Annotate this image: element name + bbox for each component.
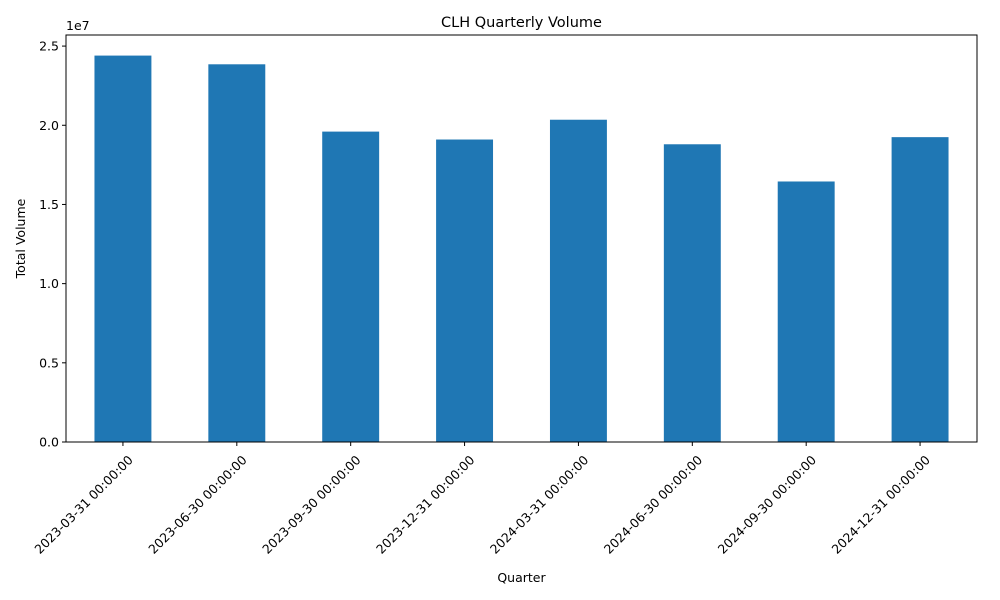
x-tick-label: 2023-09-30 00:00:00: [259, 452, 364, 557]
x-axis: 2023-03-31 00:00:00 2023-06-30 00:00:00 20…: [31, 442, 933, 557]
x-tick-label: 2023-12-31 00:00:00: [373, 452, 478, 557]
y-tick-label: 2.5: [39, 39, 59, 54]
y-axis-label: Total Volume: [13, 198, 28, 279]
bar: [549, 119, 607, 442]
bar: [94, 55, 152, 442]
x-tick-label: 2023-03-31 00:00:00: [31, 452, 136, 557]
bar: [663, 144, 721, 442]
y-tick-label: 1.0: [39, 276, 59, 291]
y-axis-offset-label: 1e7: [66, 18, 90, 33]
x-tick-label: 2024-06-30 00:00:00: [601, 452, 706, 557]
y-tick-label: 0.5: [39, 355, 59, 370]
bar: [891, 137, 949, 442]
x-axis-label: Quarter: [497, 570, 546, 585]
bars-group: [94, 55, 949, 442]
x-tick-label: 2024-09-30 00:00:00: [715, 452, 820, 557]
plot-frame: [65, 34, 978, 443]
x-tick-label: 2023-06-30 00:00:00: [145, 452, 250, 557]
y-tick-label: 0.0: [39, 435, 59, 450]
chart-title: CLH Quarterly Volume: [441, 15, 602, 31]
x-tick-label: 2024-03-31 00:00:00: [487, 452, 592, 557]
y-axis: 0.0 0.5 1.0 1.5 2.0 2.5: [39, 39, 66, 450]
bar: [208, 64, 266, 442]
bar: [322, 131, 380, 442]
y-tick-label: 2.0: [39, 118, 59, 133]
bar: [436, 139, 494, 442]
bar: [777, 181, 835, 442]
x-tick-label: 2024-12-31 00:00:00: [828, 452, 933, 557]
y-tick-label: 1.5: [39, 197, 59, 212]
